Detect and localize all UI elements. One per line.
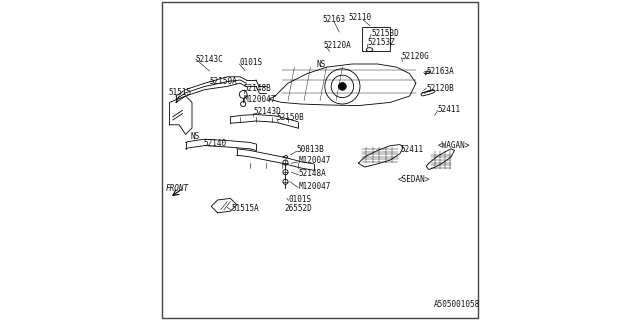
Text: 52411: 52411 <box>401 145 424 154</box>
Text: A505001058: A505001058 <box>434 300 480 309</box>
Text: 52150A: 52150A <box>210 77 237 86</box>
Text: 51515A: 51515A <box>231 204 259 213</box>
Text: M120047: M120047 <box>243 95 276 104</box>
Text: 52140: 52140 <box>204 139 227 148</box>
Text: 52411: 52411 <box>438 105 461 114</box>
Text: 0101S: 0101S <box>289 195 312 204</box>
Text: 52153Z: 52153Z <box>367 38 395 47</box>
Text: <WAGAN>: <WAGAN> <box>438 141 470 150</box>
Text: 50813B: 50813B <box>297 145 324 154</box>
Text: M120047: M120047 <box>298 156 331 165</box>
Text: 52163: 52163 <box>323 15 346 24</box>
Text: NS: NS <box>316 60 325 68</box>
Text: 52110: 52110 <box>348 13 371 22</box>
Circle shape <box>339 83 346 90</box>
Text: NS: NS <box>191 132 200 141</box>
Text: 52148B: 52148B <box>244 84 271 93</box>
Text: 52148A: 52148A <box>298 169 326 178</box>
Text: <SEDAN>: <SEDAN> <box>397 175 430 184</box>
Text: 52150B: 52150B <box>277 113 305 122</box>
Text: 52120B: 52120B <box>426 84 454 93</box>
Text: 52120G: 52120G <box>401 52 429 61</box>
Text: FRONT: FRONT <box>166 184 189 193</box>
Text: 26552D: 26552D <box>284 204 312 213</box>
Text: 52163A: 52163A <box>426 67 454 76</box>
Text: 52143D: 52143D <box>253 107 281 116</box>
Text: 52120A: 52120A <box>323 41 351 50</box>
Text: 52153D: 52153D <box>371 29 399 38</box>
Text: 52143C: 52143C <box>196 55 223 64</box>
Text: M120047: M120047 <box>298 182 331 191</box>
Text: 51515: 51515 <box>168 88 191 97</box>
Text: 0101S: 0101S <box>239 58 262 67</box>
